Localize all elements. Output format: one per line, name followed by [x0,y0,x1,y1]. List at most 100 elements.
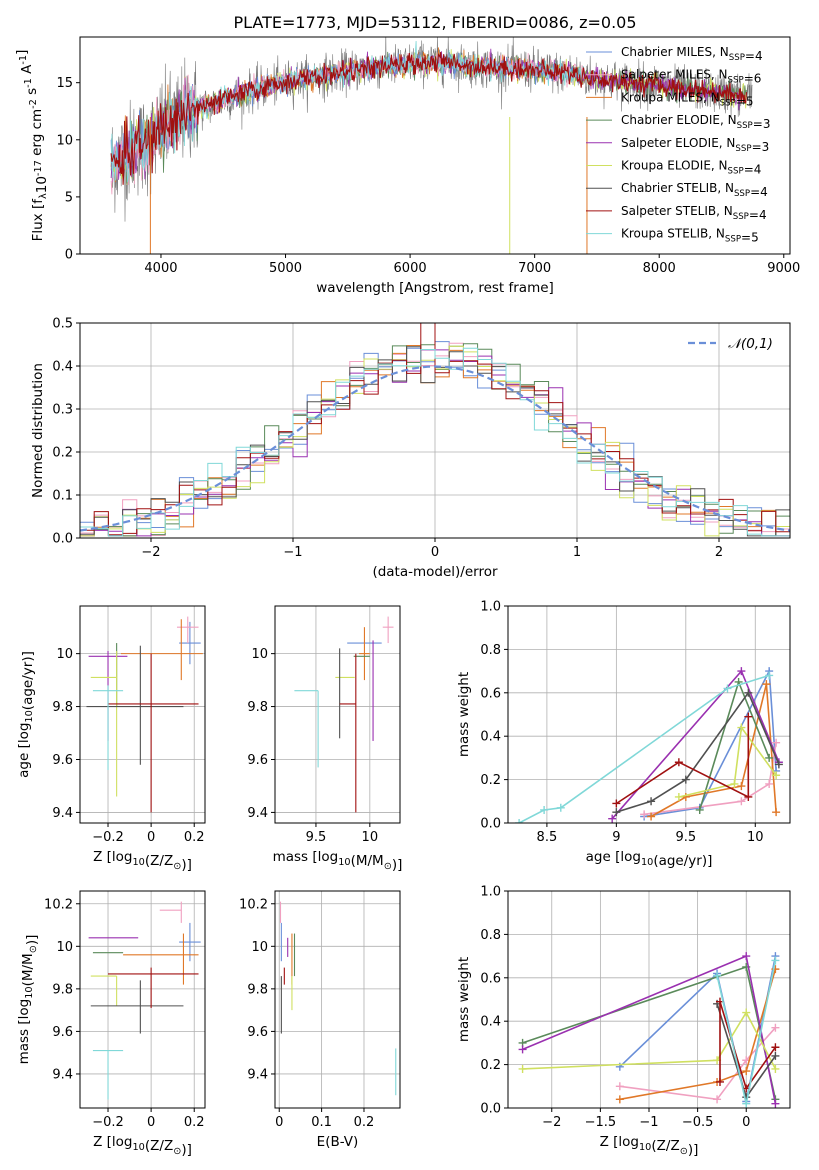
x-tick-label: 9.5 [306,830,327,845]
errorbar-chabrier_stelib [90,980,184,1034]
data-point [762,680,771,689]
data-point [674,792,683,801]
legend-entry: Chabrier STELIB, NSSP=4 [621,181,768,199]
axes: −0.2 0 0.2 9.4 9.6 9.8 10 10.2 Z [log10(Z/Z⊙)] ma… [16,890,206,1158]
errorbar-salpeter_miles [176,616,199,644]
x-axis-label: wavelength [Angstrom, rest frame] [316,280,554,296]
errorbar-kroupa_stelib [92,1050,124,1100]
errorbar-chabrier_stelib [86,645,184,765]
errorbar-kroupa_miles [359,627,370,681]
x-tick-label: −0.5 [682,1115,714,1130]
data-point [612,799,621,808]
y-tick-label: 9.6 [52,753,73,768]
x-tick-label: 0 [147,1115,155,1130]
x-axis-label: Z [log10(Z/Z⊙)] [600,1134,699,1158]
x-tick-label: −1 [639,1115,658,1130]
data-point [742,952,751,961]
y-tick-label: 0.1 [52,489,73,504]
errorbar-salpeter_stelib [108,653,199,813]
x-axis-label: (data-model)/error [372,564,498,580]
errorbar-salpeter_stelib [339,653,357,813]
plot-area [515,667,783,823]
x-tick-label: 6000 [394,261,427,276]
data-point [771,956,780,965]
errorbar-salpeter_stelib [108,967,199,1009]
series-salpeter_miles [615,1023,780,1104]
data-point [737,723,746,732]
y-tick-label: 0.8 [480,643,501,658]
series-kroupa_elodie [674,723,781,801]
errorbar-kroupa_elodie [90,650,118,797]
y-axis-label: Normed distribution [30,363,46,498]
axes-frame [79,890,206,1109]
x-tick-label: 9 [612,830,620,845]
chart-weight_vs_Z: −2 −1.5 −1 −0.5 0 0.0 0.2 0.4 0.6 0.8 1.0 Z [log10(… [456,885,791,1158]
data-point [713,971,722,980]
chart-age_vs_mass: 9.5 10 9.4 9.6 9.8 10 mass [log10(M/M⊙)] [247,605,402,873]
plot-area [294,616,394,813]
legend: 𝒩(0,1) [688,336,773,352]
data-point [647,797,656,806]
data-point [723,684,732,693]
axes-frame [274,605,401,824]
y-tick-label: 0.8 [480,928,501,943]
y-tick-label: 10 [56,647,73,662]
x-tick-label: −0.2 [92,830,124,845]
data-point [556,803,565,812]
x-tick-label: 2 [715,545,723,560]
data-point [771,1023,780,1032]
histogram-salpeter_stelib [80,323,790,536]
grid [275,891,400,1108]
data-point [515,819,524,823]
data-point [765,753,774,762]
x-tick-label: 8.5 [537,830,558,845]
y-tick-label: 0 [65,248,73,263]
gaussian-curve [80,365,790,532]
model-salpeter_stelib [110,52,747,185]
axes-frame [79,605,206,824]
y-tick-label: 9.4 [247,806,268,821]
data-point [713,1095,722,1104]
data-point [771,1099,780,1108]
y-tick-label: 10.2 [239,897,268,912]
x-tick-label: 0.2 [184,1115,205,1130]
data-point [744,712,753,721]
data-point [730,779,739,788]
y-tick-label: 0.6 [480,971,501,986]
data-point [737,667,746,676]
data-point [742,1067,751,1076]
series-salpeter_elodie [518,952,780,1108]
plot-area [88,901,201,1100]
y-tick-label: 1.0 [480,600,501,615]
chart-weight_vs_age: 8.5 9 9.5 10 0.0 0.2 0.4 0.6 0.8 1.0 age [log10(ag… [456,600,791,869]
x-tick-label: 10 [362,830,379,845]
plot-area [86,616,203,813]
data-point [742,1099,751,1108]
legend-entry: Salpeter ELODIE, NSSP=3 [621,136,769,154]
y-tick-label: 9.4 [247,1067,268,1082]
data-point [640,810,649,819]
grid [275,606,400,823]
axes: −2 −1 0 1 2 0.0 0.1 0.2 0.3 0.4 0.5 (data-model)/er… [30,317,791,580]
x-axis-label: Z [log10(Z/Z⊙)] [93,849,192,873]
series-chabrier_miles [640,667,781,821]
series-kroupa_stelib [515,671,774,823]
x-tick-label: −2 [542,1115,561,1130]
data-point [772,738,781,747]
legend-entry: 𝒩(0,1) [728,336,773,352]
errorbar-chabrier_miles [179,621,201,665]
y-tick-label: 0.4 [52,360,73,375]
x-tick-label: 5000 [269,261,302,276]
y-tick-label: 10 [251,647,268,662]
data-point [615,1082,624,1091]
chart-residuals: −2 −1 0 1 2 0.0 0.1 0.2 0.3 0.4 0.5 (data-model)/er… [30,317,791,580]
data-point [744,792,753,801]
data-point [518,1064,527,1073]
y-tick-label: 9.4 [52,806,73,821]
axes: −0.2 0 0.2 9.4 9.6 9.8 10 Z [log10(Z/Z⊙)] age [l… [16,605,206,873]
y-tick-label: 9.8 [247,700,268,715]
legend-entry: Kroupa ELODIE, NSSP=4 [621,159,761,177]
data-point [737,782,746,791]
x-tick-label: 0 [431,545,439,560]
